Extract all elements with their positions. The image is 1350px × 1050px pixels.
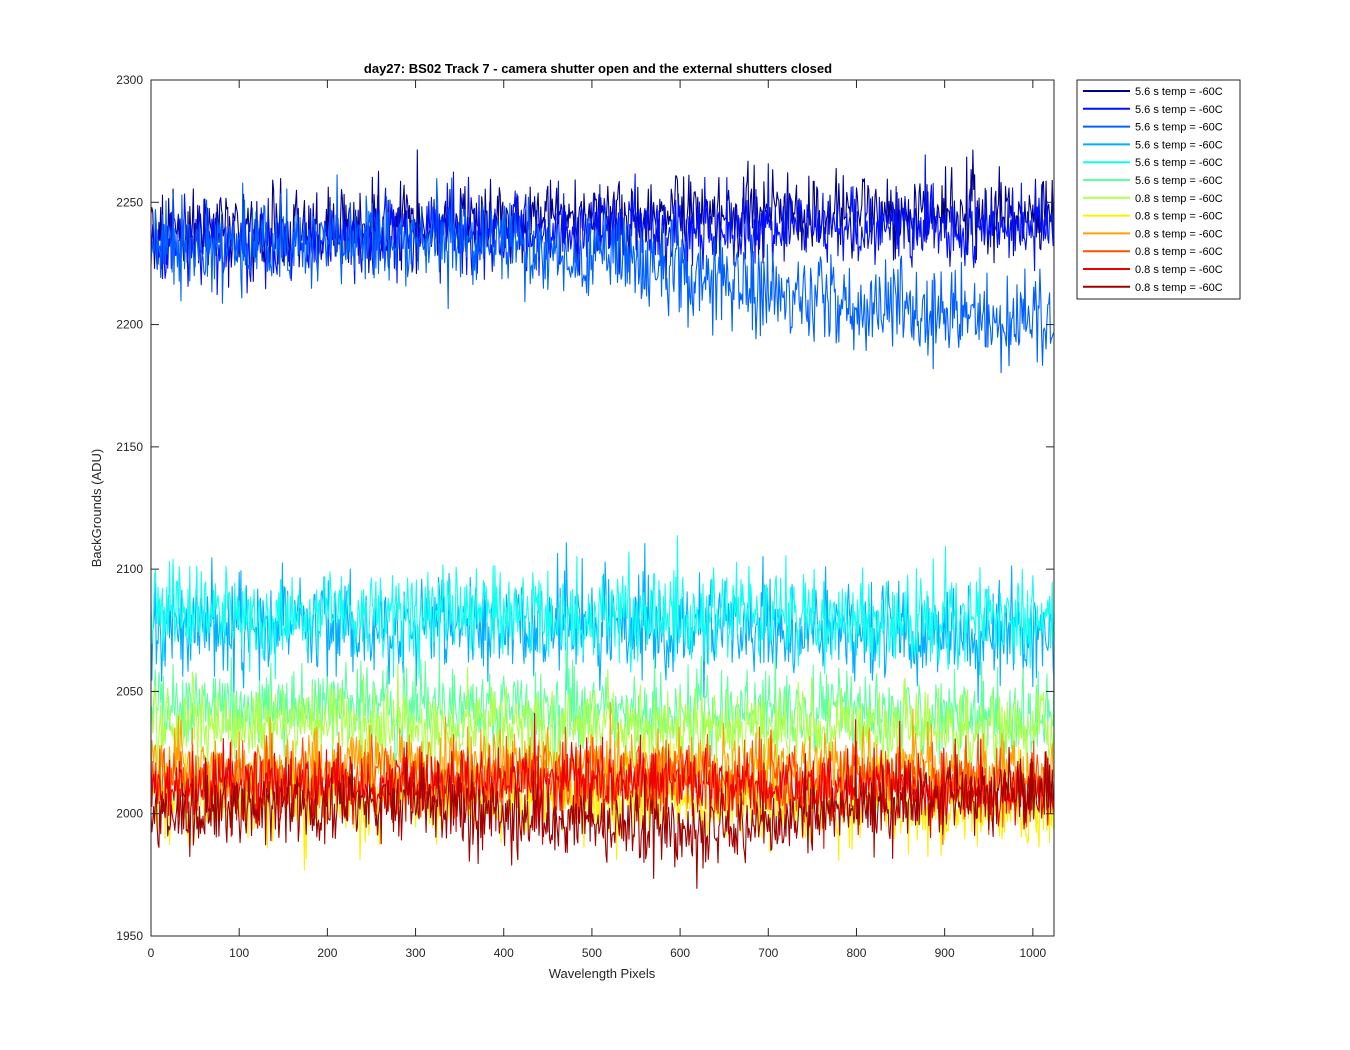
legend-entry: 0.8 s temp = -60C <box>1135 211 1223 223</box>
plot-area-frame <box>150 79 1055 937</box>
legend-entry: 0.8 s temp = -60C <box>1135 246 1223 258</box>
y-tick-label: 2100 <box>116 562 143 576</box>
x-tick-label: 500 <box>582 946 602 960</box>
y-tick-label: 2050 <box>116 684 143 698</box>
legend-entry: 0.8 s temp = -60C <box>1135 193 1223 205</box>
series-line <box>150 712 1055 849</box>
y-axis: 1950 2000 2050 2100 2150 2200 2250 2300 <box>116 73 1054 943</box>
legend-entry: 5.6 s temp = -60C <box>1135 139 1223 151</box>
y-tick-label: 1950 <box>116 929 143 943</box>
x-tick-label: 600 <box>670 946 690 960</box>
x-tick-label: 800 <box>846 946 866 960</box>
legend-entry: 0.8 s temp = -60C <box>1135 228 1223 240</box>
x-axis-label: Wavelength Pixels <box>549 966 656 981</box>
legend-items: 5.6 s temp = -60C 5.6 s temp = -60C 5.6 s … <box>1083 86 1223 294</box>
y-tick-label: 2000 <box>116 807 143 821</box>
series-line <box>150 535 1055 692</box>
x-tick-label: 400 <box>494 946 514 960</box>
series-line <box>150 542 1055 704</box>
x-tick-label: 700 <box>758 946 778 960</box>
y-tick-label: 2200 <box>116 318 143 332</box>
x-tick-label: 1000 <box>1019 946 1046 960</box>
legend-entry: 0.8 s temp = -60C <box>1135 264 1223 276</box>
legend-entry: 5.6 s temp = -60C <box>1135 104 1223 116</box>
y-tick-label: 2150 <box>116 440 143 454</box>
y-tick-label: 2300 <box>116 73 143 87</box>
series-line <box>150 174 1055 374</box>
series-line <box>150 746 1055 889</box>
x-tick-label: 900 <box>935 946 955 960</box>
legend-box <box>1076 79 1241 300</box>
y-axis-label: BackGrounds (ADU) <box>89 449 104 567</box>
y-tick-label: 2250 <box>116 195 143 209</box>
legend: 5.6 s temp = -60C 5.6 s temp = -60C 5.6 s … <box>1076 79 1241 300</box>
x-tick-label: 0 <box>148 946 155 960</box>
legend-entry: 0.8 s temp = -60C <box>1135 282 1223 294</box>
x-tick-label: 100 <box>229 946 249 960</box>
x-tick-label: 300 <box>406 946 426 960</box>
chart-title: day27: BS02 Track 7 - camera shutter ope… <box>364 61 832 76</box>
legend-entry: 5.6 s temp = -60C <box>1135 86 1223 98</box>
series-layer <box>150 149 1055 889</box>
x-tick-label: 200 <box>317 946 337 960</box>
x-axis: 0 100 200 300 400 500 600 700 800 900 1000 <box>148 80 1047 960</box>
legend-entry: 5.6 s temp = -60C <box>1135 157 1223 169</box>
legend-entry: 5.6 s temp = -60C <box>1135 122 1223 134</box>
legend-entry: 5.6 s temp = -60C <box>1135 175 1223 187</box>
